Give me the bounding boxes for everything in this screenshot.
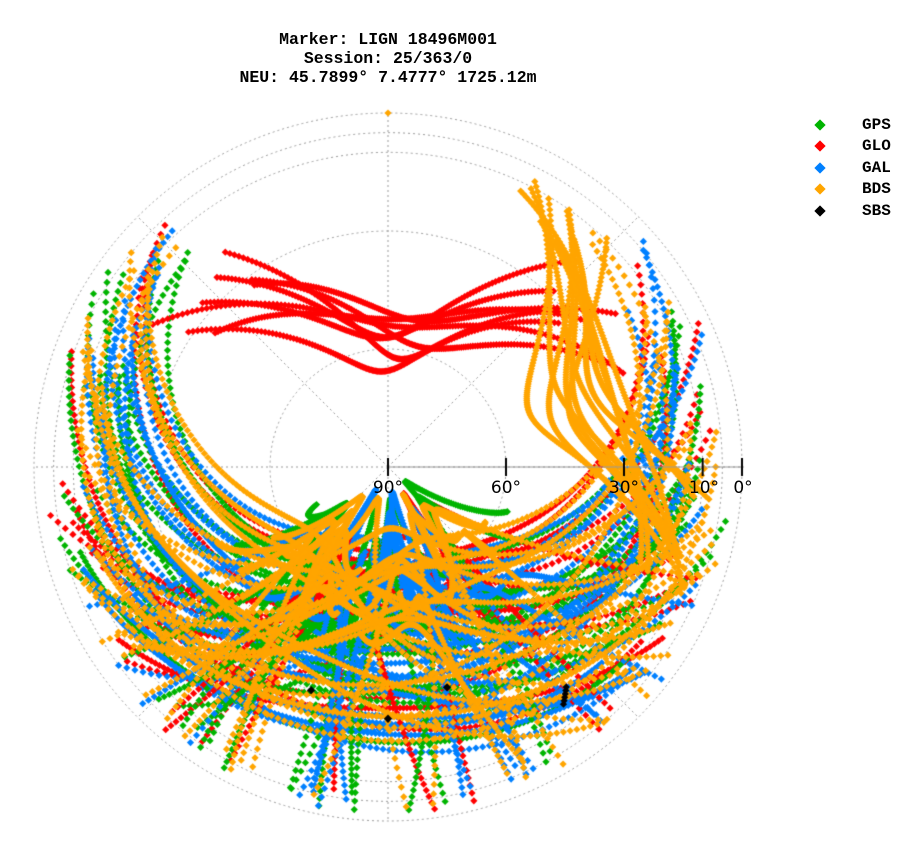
sbs-marker-icon: [814, 205, 826, 217]
tick-label-30: 30°: [608, 478, 640, 498]
legend-item-glo: GLO: [810, 136, 891, 158]
gal-marker-icon: [814, 162, 826, 174]
gps-marker-icon: [814, 119, 826, 131]
tick-label-10: 10°: [688, 478, 720, 498]
title-marker: Marker: LIGN 18496M001: [279, 30, 497, 49]
legend-item-gps: GPS: [810, 114, 891, 136]
legend-item-gal: GAL: [810, 157, 891, 179]
title-session: Session: 25/363/0: [303, 49, 473, 68]
bds-marker-icon: [814, 183, 826, 195]
legend: GPS GLO GAL BDS SBS: [810, 114, 891, 222]
chart-title: Marker: LIGN 18496M001 Session: 25/363/0…: [188, 30, 588, 87]
title-position: NEU: 45.7899° 7.4777° 1725.12m: [239, 68, 537, 87]
glo-marker-icon: [814, 140, 826, 152]
tick-label-60: 60°: [490, 478, 522, 498]
tick-label-0: 0°: [733, 478, 753, 498]
legend-item-bds: BDS: [810, 179, 891, 201]
tick-label-90: 90°: [372, 478, 404, 498]
legend-item-sbs: SBS: [810, 200, 891, 222]
